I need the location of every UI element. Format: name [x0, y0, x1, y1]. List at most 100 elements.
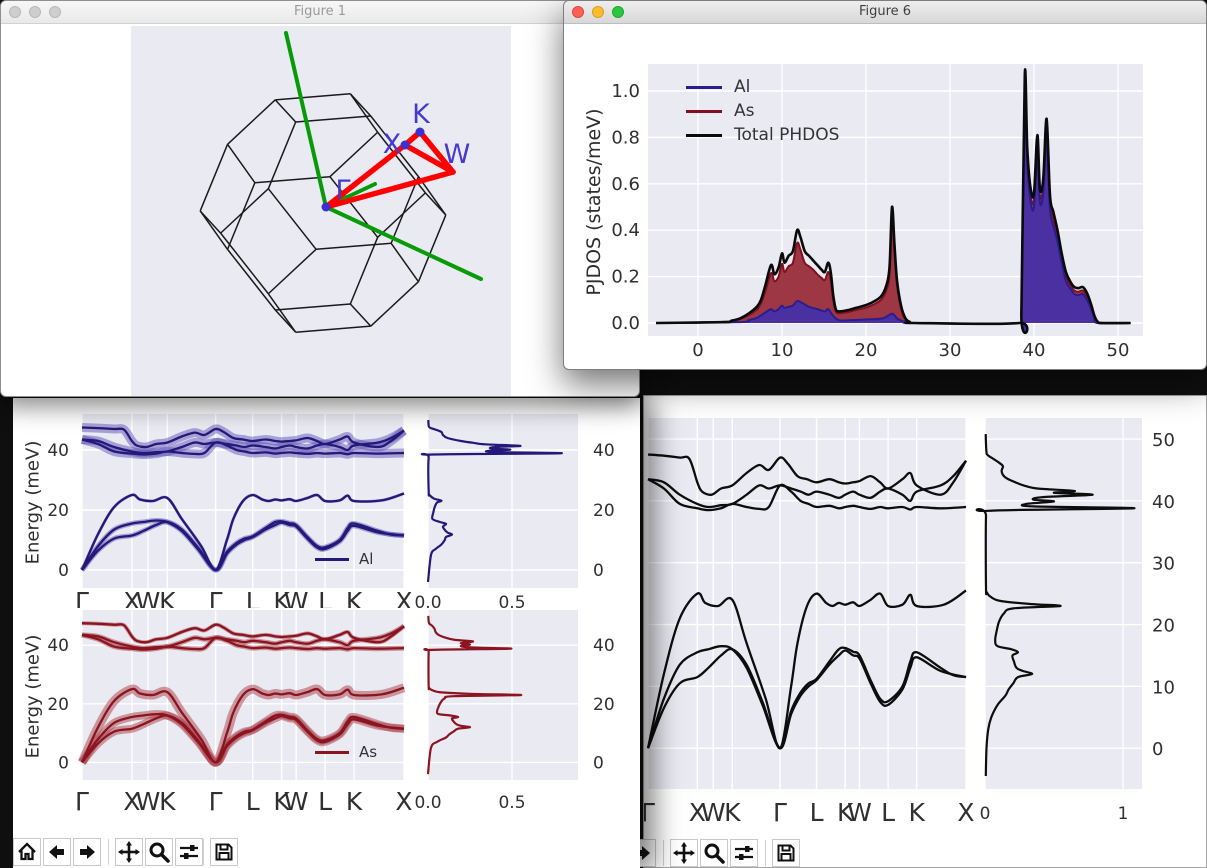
back-button[interactable]: [43, 838, 71, 866]
titlebar[interactable]: Figure 1: [1, 1, 639, 24]
tick-label: 0.8: [611, 127, 640, 148]
maximize-button[interactable]: [49, 6, 61, 18]
toolbar: [13, 838, 640, 866]
back-icon: [49, 845, 64, 859]
tick-label: 40: [1152, 492, 1175, 513]
brillouin-zone-edge: [199, 144, 229, 212]
tick-label: L: [318, 787, 332, 816]
bands-projected-canvas[interactable]: 0 0 20 20 40 40 Γ X W K Γ L K W L K X 0.0 0.5 0 0 20 20 40 40 Γ X W…: [13, 398, 640, 868]
brillouin-zone-edge: [267, 121, 297, 189]
kpath-segment: [323, 169, 456, 210]
high-symmetry-point: [415, 127, 425, 137]
pan-icon: [673, 842, 695, 864]
y-axis-label: Energy (meV): [22, 634, 44, 759]
tick-label: 0.0: [414, 793, 441, 813]
tick-label: 20: [1152, 616, 1175, 637]
tick-label: 0: [58, 753, 69, 773]
legend-entry-as: As: [686, 99, 839, 123]
zoom-button[interactable]: [145, 838, 173, 866]
legend-label: Al: [734, 77, 751, 97]
tick-label: 0: [980, 804, 991, 824]
tick-label: K: [909, 798, 926, 827]
tick-label: X: [395, 587, 412, 616]
home-button[interactable]: [13, 838, 41, 866]
tick-label: 50: [1107, 340, 1130, 361]
close-button[interactable]: [572, 6, 584, 18]
tick-label: 0: [692, 340, 703, 361]
configure-subplots-button[interactable]: [730, 839, 758, 867]
legend-label: As: [359, 743, 378, 761]
close-button[interactable]: [9, 6, 21, 18]
brillouin-zone-edge: [274, 99, 297, 123]
tick-label: 1: [1118, 804, 1129, 824]
legend-label: Total PHDOS: [734, 125, 840, 145]
tick-label: 40: [1023, 340, 1046, 361]
tick-label: W: [847, 798, 872, 827]
legend-line: [686, 109, 722, 113]
tick-label: 0: [593, 561, 604, 581]
pan-button[interactable]: [670, 839, 698, 867]
reciprocal-axis: [324, 205, 483, 281]
maximize-button[interactable]: [612, 6, 624, 18]
brillouin-zone-edge: [295, 325, 371, 333]
brillouin-zone-edge: [220, 188, 269, 234]
window-figure6: 0 10 20 30 40 50 0.0 0.2 0.4 0.6 0.8 1.0 Figure 6 P…: [563, 0, 1207, 370]
save-button[interactable]: [210, 838, 238, 866]
toolbar: [628, 839, 1207, 867]
kpath-segment: [323, 142, 408, 210]
tick-label: 1.0: [611, 81, 640, 102]
minimize-button[interactable]: [29, 6, 41, 18]
brillouin-zone-edge: [226, 248, 276, 311]
tick-label: 0.2: [611, 267, 640, 288]
dos-curve: [423, 615, 523, 775]
brillouin-zone-edge: [390, 176, 420, 244]
zoom-button[interactable]: [700, 839, 728, 867]
tick-label: L: [810, 798, 824, 827]
legend-al: Al: [315, 550, 373, 568]
dos-curve: [975, 434, 1136, 777]
brillouin-zone-edge: [390, 242, 420, 283]
tick-label: 20: [47, 695, 69, 715]
forward-icon: [635, 846, 650, 860]
tick-label: W: [136, 787, 161, 816]
tick-label: 0.0: [611, 313, 640, 334]
tick-label: 0.0: [414, 593, 441, 613]
toolbar-separator: [765, 840, 766, 866]
tick-label: K: [273, 787, 290, 816]
brillouin-zone-edge: [267, 293, 297, 333]
legend-line: [315, 750, 349, 754]
pjdos-canvas[interactable]: 0 10 20 30 40 50 0.0 0.2 0.4 0.6 0.8 1.0: [564, 1, 1206, 369]
tick-label: 40: [593, 441, 615, 461]
toolbar-separator: [663, 840, 664, 866]
save-icon: [215, 843, 233, 861]
brillouin-zone-edge: [349, 303, 372, 327]
band-structure: [77, 621, 406, 767]
tick-label: Γ: [644, 798, 655, 827]
bands-total-canvas[interactable]: 0 10 20 30 40 50 Γ X W K Γ L K W L K X 0 1: [641, 396, 1207, 868]
legend-label: As: [734, 101, 755, 121]
brillouin-zone-edge: [267, 188, 317, 250]
tick-label: X: [123, 787, 140, 816]
kpoint-label: Γ: [335, 175, 350, 206]
window-title: Figure 6: [858, 4, 912, 19]
tick-label: K: [724, 798, 741, 827]
minimize-button[interactable]: [592, 6, 604, 18]
titlebar[interactable]: Figure 6: [564, 1, 1206, 24]
tick-label: K: [837, 798, 854, 827]
tick-label: Γ: [209, 587, 223, 616]
legend-as: As: [315, 743, 377, 761]
kpoint-label: X: [383, 129, 402, 160]
tick-label: L: [318, 587, 332, 616]
brillouin-zone-edge: [349, 237, 379, 305]
tick-label: 50: [1152, 430, 1175, 451]
legend-line: [686, 133, 722, 137]
forward-button[interactable]: [73, 838, 101, 866]
save-button[interactable]: [772, 839, 800, 867]
tick-label: W: [284, 787, 309, 816]
tick-label: K: [273, 587, 290, 616]
pan-button[interactable]: [115, 838, 143, 866]
configure-subplots-button[interactable]: [175, 838, 203, 866]
